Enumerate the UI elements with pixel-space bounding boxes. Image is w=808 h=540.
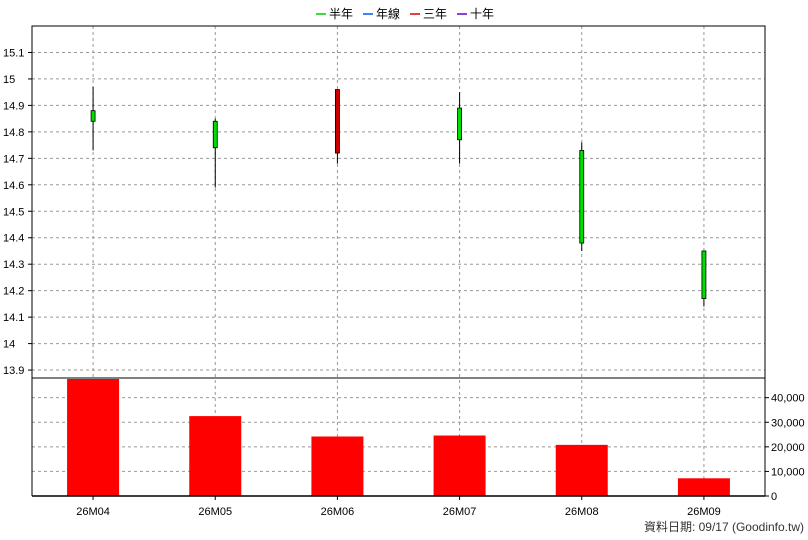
volume-bar-2 [311, 436, 364, 496]
volume-bars [67, 379, 730, 496]
x-tick-label-2: 26M06 [321, 506, 355, 518]
candle-1 [212, 118, 218, 188]
price-axis: 13.9 14 14.1 14.2 14.3 14.4 14.5 14.6 14.7 14.8 14… [3, 47, 32, 377]
volume-tick-label-2: 20,000 [771, 442, 805, 454]
price-tick-label-9: 14.8 [3, 127, 24, 139]
price-tick-label-1: 14 [3, 339, 15, 351]
volume-tick-label-0: 0 [771, 491, 777, 503]
price-tick-label-2: 14.1 [3, 312, 24, 324]
legend-label-0: 半年 [329, 7, 353, 21]
price-tick-label-6: 14.5 [3, 206, 24, 218]
price-tick-label-12: 15.1 [3, 47, 24, 59]
candle-body-5 [701, 250, 707, 300]
volume-tick-label-1: 10,000 [771, 466, 805, 478]
candle-body-4 [579, 149, 585, 244]
candle-5 [701, 250, 707, 307]
x-axis: 26M04 26M05 26M06 26M07 26M08 26M09 [32, 495, 765, 518]
candle-body-0 [90, 110, 96, 122]
volume-bar-5 [677, 478, 730, 496]
candle-body-1 [212, 120, 218, 149]
candle-2 [335, 89, 340, 164]
candle-body-3 [457, 107, 462, 141]
candle-4 [579, 142, 585, 251]
volume-tick-label-4: 40,000 [771, 393, 805, 405]
volume-bar-0 [67, 379, 120, 496]
price-tick-label-5: 14.4 [3, 233, 24, 245]
volume-tick-label-3: 30,000 [771, 417, 805, 429]
candle-body-2 [335, 89, 340, 154]
price-tick-label-7: 14.6 [3, 180, 24, 192]
footer-source: 資料日期: 09/17 (Goodinfo.tw) [644, 520, 804, 534]
volume-bar-3 [433, 435, 486, 496]
volume-bar-1 [189, 416, 242, 496]
legend-label-2: 三年 [423, 7, 447, 21]
price-tick-label-3: 14.2 [3, 286, 24, 298]
legend-label-1: 年線 [376, 6, 400, 21]
price-tick-label-8: 14.7 [3, 153, 24, 165]
x-tick-label-4: 26M08 [565, 506, 599, 518]
legend-label-3: 十年 [470, 7, 494, 21]
price-tick-label-11: 15 [3, 74, 15, 86]
x-tick-label-3: 26M07 [443, 506, 477, 518]
price-plot-frame [31, 25, 766, 379]
x-tick-label-0: 26M04 [76, 506, 110, 518]
x-tick-label-5: 26M09 [687, 506, 721, 518]
candle-3 [457, 92, 462, 164]
price-grid [32, 26, 765, 496]
price-tick-label-10: 14.9 [3, 100, 24, 112]
x-tick-label-1: 26M05 [198, 506, 232, 518]
price-tick-label-0: 13.9 [3, 365, 24, 377]
price-tick-label-4: 14.3 [3, 259, 24, 271]
candle-0 [90, 86, 96, 151]
price-candles [90, 86, 707, 307]
volume-grid [32, 397, 765, 472]
volume-bar-4 [555, 444, 608, 496]
legend: 半年 年線 三年 十年 [316, 6, 494, 21]
volume-axis: 0 10,000 20,000 30,000 40,000 [31, 378, 805, 503]
